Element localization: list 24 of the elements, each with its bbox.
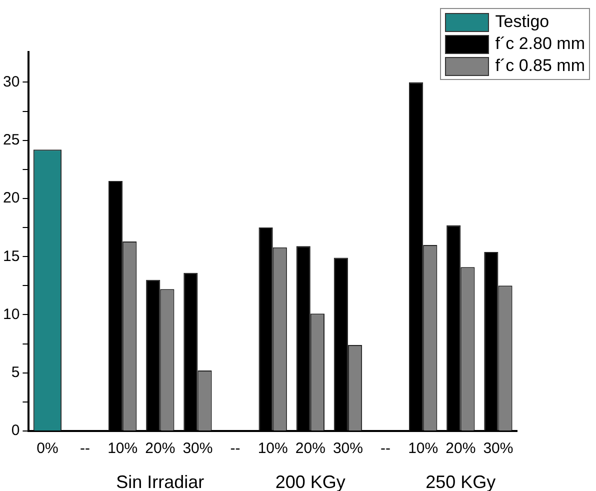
text: Sin Irradiar: [116, 472, 204, 491]
legend-label: Testigo: [495, 11, 550, 33]
x-tick-label: --: [230, 440, 240, 458]
x-tick-label: 20%: [295, 440, 326, 458]
x-tick-label: 30%: [332, 440, 363, 458]
y-tick-label: 0: [11, 422, 20, 440]
y-tick-label: 10: [2, 306, 20, 323]
y-tick-label: 5: [11, 364, 20, 382]
legend-label: f´c 0.85 mm: [495, 55, 585, 77]
x-tick-label: 30%: [182, 440, 213, 458]
x-tick-label: --: [80, 440, 90, 458]
x-tick-label: 10%: [108, 440, 138, 458]
x-tick-label: 20%: [145, 440, 176, 458]
legend-label: f´c 2.80 mm: [495, 33, 585, 55]
y-tick-label: 30: [2, 73, 20, 90]
y-tick-label: 20: [2, 190, 20, 207]
x-tick-label: 20%: [446, 440, 476, 458]
x-tick-label: 30%: [483, 440, 514, 458]
x-tick-label: 0%: [36, 440, 58, 458]
y-tick-label: 25: [2, 131, 20, 148]
x-tick-label: 10%: [408, 440, 438, 458]
x-tick-label: --: [380, 440, 391, 458]
y-tick-label: 15: [2, 248, 20, 265]
x-tick-label: 10%: [258, 440, 288, 458]
